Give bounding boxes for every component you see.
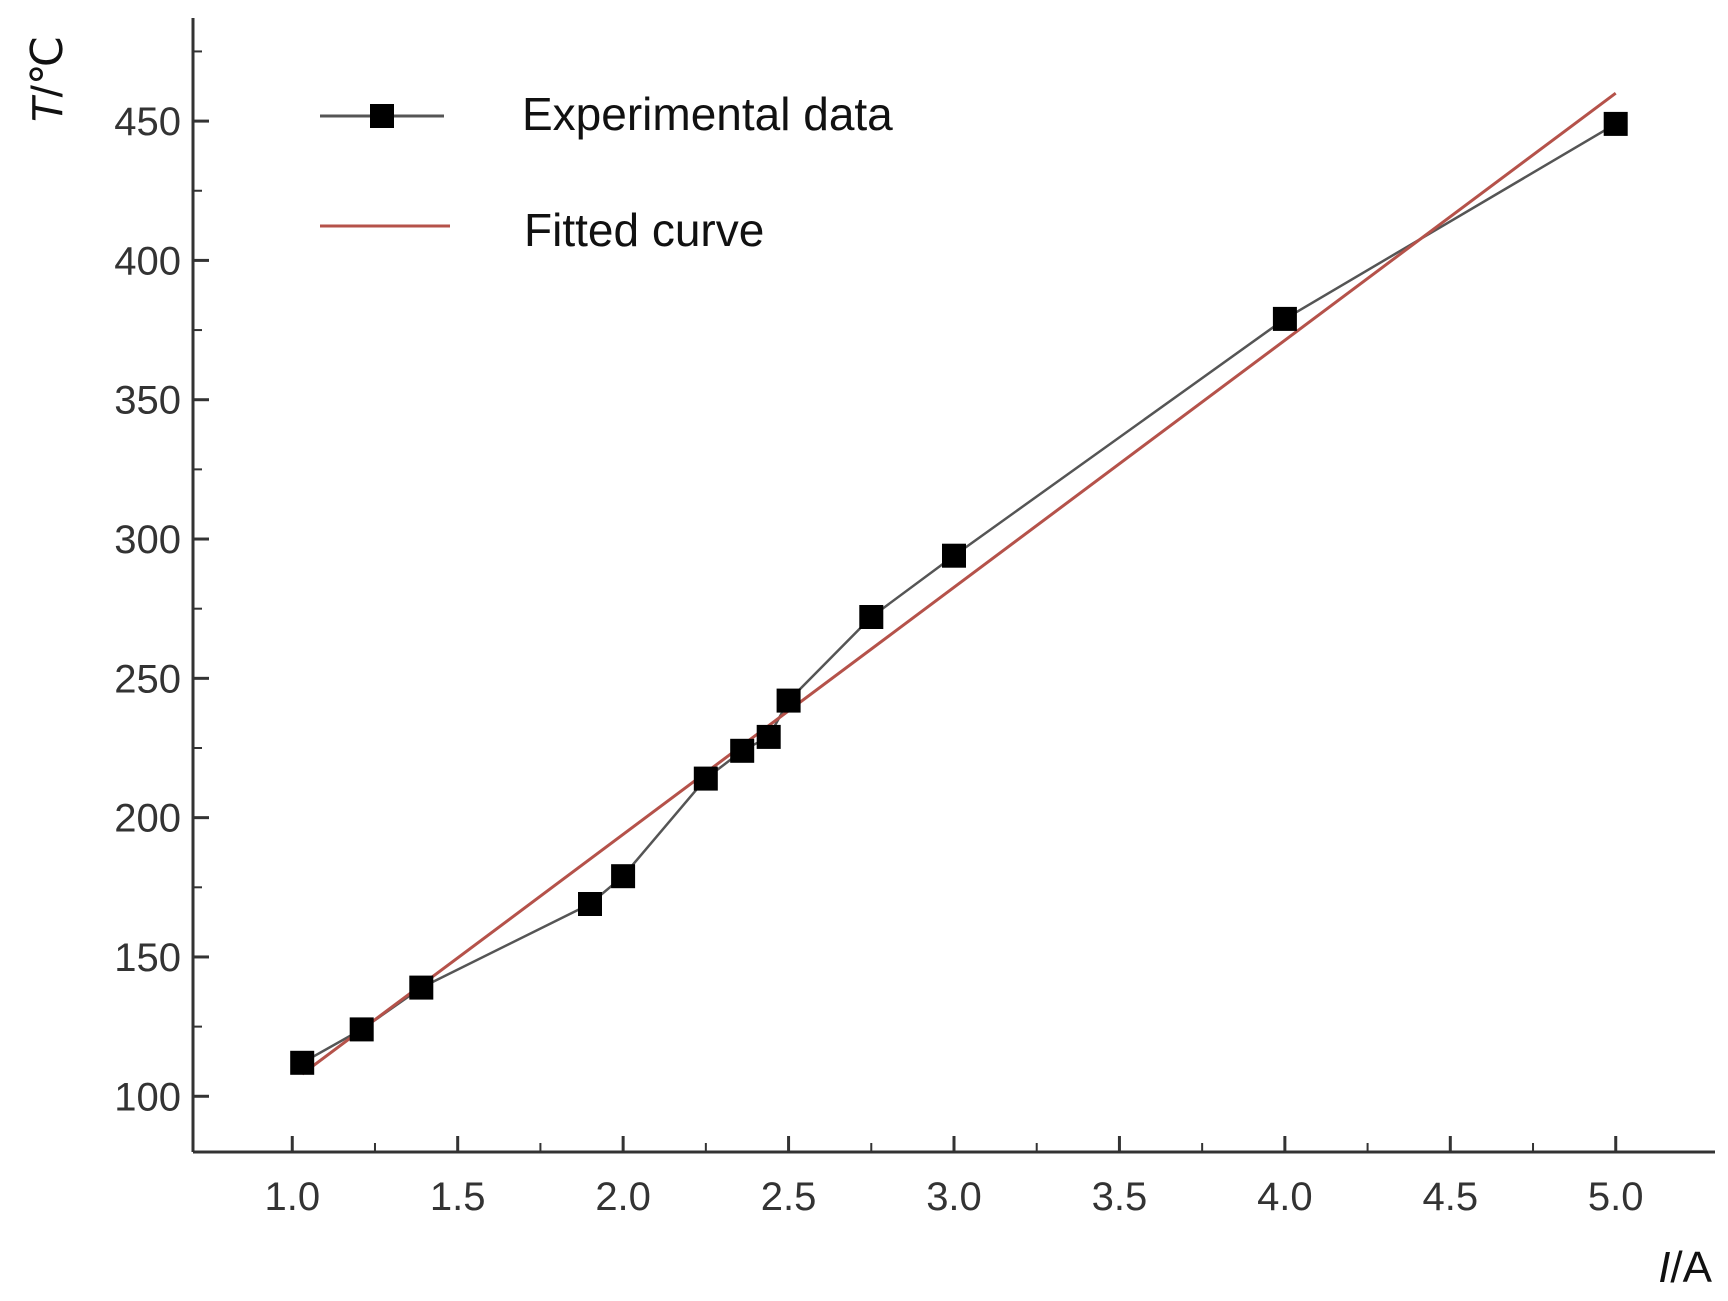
experimental-data-point (942, 543, 966, 568)
x-tick-label: 2.5 (761, 1175, 817, 1219)
x-ticks: 1.0 1.5 2.0 2.5 3.0 3.5 4.0 4.5 5.0 (264, 1136, 1644, 1219)
x-tick-label: 4.0 (1257, 1175, 1313, 1219)
experimental-data-line (301, 122, 1617, 1064)
experimental-data-point (578, 892, 602, 916)
x-tick-label: 4.5 (1422, 1175, 1478, 1219)
experimental-data-point (730, 738, 755, 763)
experimental-data-point (776, 688, 801, 713)
x-tick-label: 1.0 (264, 1175, 320, 1219)
x-axis-title-unit: /A (1670, 1243, 1712, 1292)
y-axis-title: T/℃ (23, 36, 72, 125)
x-tick-label: 3.0 (926, 1175, 982, 1219)
legend: Experimental data Fitted curve (320, 88, 893, 256)
x-axis-title-variable: I (1658, 1243, 1670, 1292)
experimental-data-point (1272, 306, 1297, 331)
series-lines (301, 91, 1617, 1076)
legend-experimental-marker (370, 104, 394, 128)
y-axis-title-unit: /℃ (23, 36, 72, 98)
x-axis-title: I/A (1658, 1243, 1712, 1292)
experimental-data-point (756, 724, 781, 749)
x-tick-label: 1.5 (430, 1175, 486, 1219)
y-tick-label: 200 (114, 797, 181, 841)
y-tick-label: 300 (114, 518, 181, 562)
experimental-data-point (859, 605, 884, 629)
experimental-data-point (1603, 111, 1628, 136)
y-tick-label: 400 (114, 239, 181, 283)
y-tick-label: 100 (114, 1075, 181, 1119)
x-tick-label: 3.5 (1092, 1175, 1148, 1219)
y-tick-label: 250 (114, 657, 181, 701)
plot-area (290, 91, 1628, 1076)
experimental-data-point (611, 864, 636, 889)
x-tick-label: 5.0 (1588, 1175, 1644, 1219)
axes: 100 150 200 250 300 350 400 450 1.0 1.5 2.0 2.5 3.0… (114, 18, 1715, 1219)
y-tick-label: 350 (114, 379, 181, 423)
y-tick-label: 150 (114, 936, 181, 980)
x-tick-label: 2.0 (595, 1175, 651, 1219)
y-axis-title-variable: T (23, 94, 72, 124)
fitted-curve-line (301, 91, 1617, 1076)
legend-experimental-label: Experimental data (522, 88, 893, 140)
series-markers (290, 111, 1628, 1075)
y-tick-label: 450 (114, 100, 181, 144)
experimental-data-point (290, 1050, 315, 1075)
experimental-data-point (693, 766, 718, 791)
experimental-data-point (409, 975, 434, 1000)
y-ticks: 100 150 200 250 300 350 400 450 (114, 50, 209, 1119)
legend-fitted-label: Fitted curve (524, 204, 764, 256)
experimental-data-point (349, 1017, 374, 1042)
